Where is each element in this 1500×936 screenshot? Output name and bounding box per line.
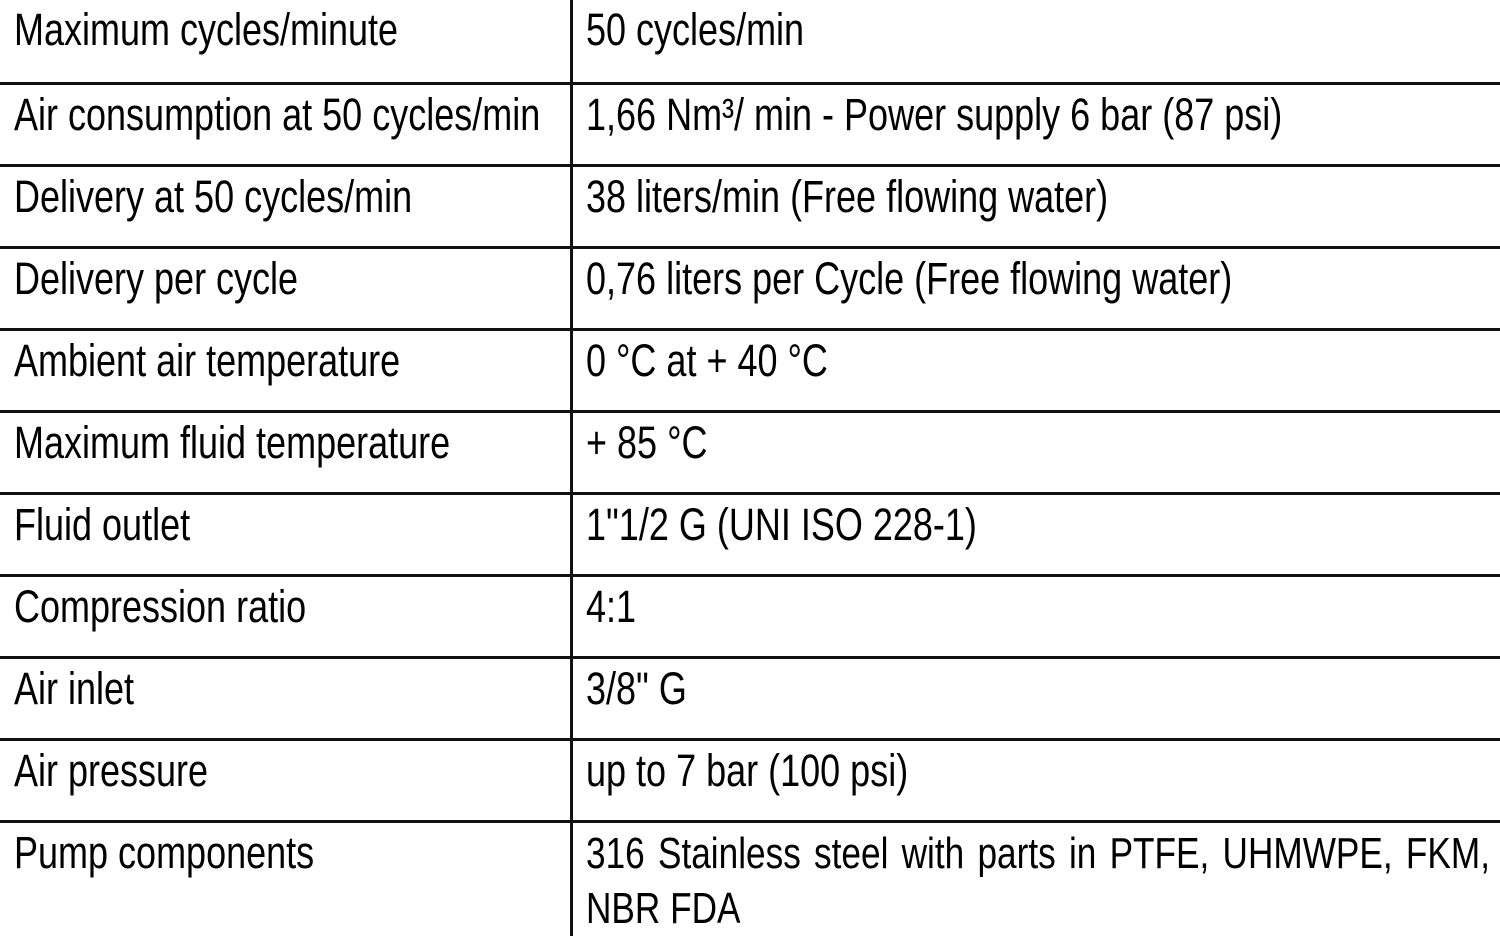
- spec-row: Delivery per cycle 0,76 liters per Cycle…: [0, 246, 1500, 328]
- spec-value-text: 4:1: [586, 581, 637, 632]
- spec-value-cell: 3/8" G: [570, 659, 1500, 738]
- spec-label-text: Maximum fluid temperature: [14, 417, 451, 468]
- spec-value-cell: + 85 °C: [570, 413, 1500, 492]
- spec-row: Delivery at 50 cycles/min 38 liters/min …: [0, 164, 1500, 246]
- spec-label-cell: Delivery per cycle: [0, 249, 570, 328]
- spec-value-cell: 0 °C at + 40 °C: [570, 331, 1500, 410]
- spec-value-text: 0,76 liters per Cycle (Free flowing wate…: [586, 253, 1233, 304]
- spec-label-cell: Air consumption at 50 cycles/min: [0, 85, 570, 164]
- spec-value-cell: 316 Stainless steel with parts in PTFE, …: [570, 823, 1500, 936]
- spec-row: Ambient air temperature 0 °C at + 40 °C: [0, 328, 1500, 410]
- spec-row: Fluid outlet 1"1/2 G (UNI ISO 228-1): [0, 492, 1500, 574]
- spec-label-text: Air consumption at 50 cycles/min: [14, 89, 541, 140]
- spec-label-text: Ambient air temperature: [14, 335, 401, 386]
- spec-value-cell: 38 liters/min (Free flowing water): [570, 167, 1500, 246]
- spec-value-cell: 1"1/2 G (UNI ISO 228-1): [570, 495, 1500, 574]
- spec-label-cell: Fluid outlet: [0, 495, 570, 574]
- spec-label-text: Air inlet: [14, 663, 135, 714]
- spec-value-text: up to 7 bar (100 psi): [586, 745, 909, 796]
- spec-label-cell: Maximum cycles/minute: [0, 0, 570, 82]
- spec-label-text: Maximum cycles/minute: [14, 4, 399, 55]
- spec-value-text: 316 Stainless steel with parts in PTFE, …: [586, 829, 1490, 933]
- spec-value-text: 3/8" G: [586, 663, 687, 714]
- spec-label-cell: Air pressure: [0, 741, 570, 820]
- spec-row: Air inlet 3/8" G: [0, 656, 1500, 738]
- spec-label-cell: Maximum fluid temperature: [0, 413, 570, 492]
- spec-label-cell: Compression ratio: [0, 577, 570, 656]
- spec-label-cell: Ambient air temperature: [0, 331, 570, 410]
- spec-value-cell: 4:1: [570, 577, 1500, 656]
- spec-value-cell: 0,76 liters per Cycle (Free flowing wate…: [570, 249, 1500, 328]
- spec-row: Maximum cycles/minute 50 cycles/min: [0, 0, 1500, 82]
- spec-row: Pump components 316 Stainless steel with…: [0, 820, 1500, 936]
- spec-label-cell: Delivery at 50 cycles/min: [0, 167, 570, 246]
- spec-label-text: Delivery per cycle: [14, 253, 299, 304]
- spec-value-text: + 85 °C: [586, 417, 708, 468]
- spec-row: Compression ratio 4:1: [0, 574, 1500, 656]
- spec-row: Maximum fluid temperature + 85 °C: [0, 410, 1500, 492]
- spec-label-text: Fluid outlet: [14, 499, 191, 550]
- spec-row: Air consumption at 50 cycles/min 1,66 Nm…: [0, 82, 1500, 164]
- spec-value-text: 50 cycles/min: [586, 4, 805, 55]
- spec-value-text: 38 liters/min (Free flowing water): [586, 171, 1109, 222]
- spec-value-cell: 50 cycles/min: [570, 0, 1500, 82]
- spec-label-text: Compression ratio: [14, 581, 307, 632]
- spec-label-cell: Pump components: [0, 823, 570, 936]
- spec-row: Air pressure up to 7 bar (100 psi): [0, 738, 1500, 820]
- spec-value-text: 0 °C at + 40 °C: [586, 335, 828, 386]
- spec-value-text: 1"1/2 G (UNI ISO 228-1): [586, 499, 977, 550]
- spec-label-text: Delivery at 50 cycles/min: [14, 171, 413, 222]
- spec-label-cell: Air inlet: [0, 659, 570, 738]
- spec-value-cell: 1,66 Nm³/ min - Power supply 6 bar (87 p…: [570, 85, 1500, 164]
- spec-value-cell: up to 7 bar (100 psi): [570, 741, 1500, 820]
- spec-label-text: Pump components: [14, 827, 315, 878]
- spec-value-text: 1,66 Nm³/ min - Power supply 6 bar (87 p…: [586, 89, 1283, 140]
- spec-label-text: Air pressure: [14, 745, 209, 796]
